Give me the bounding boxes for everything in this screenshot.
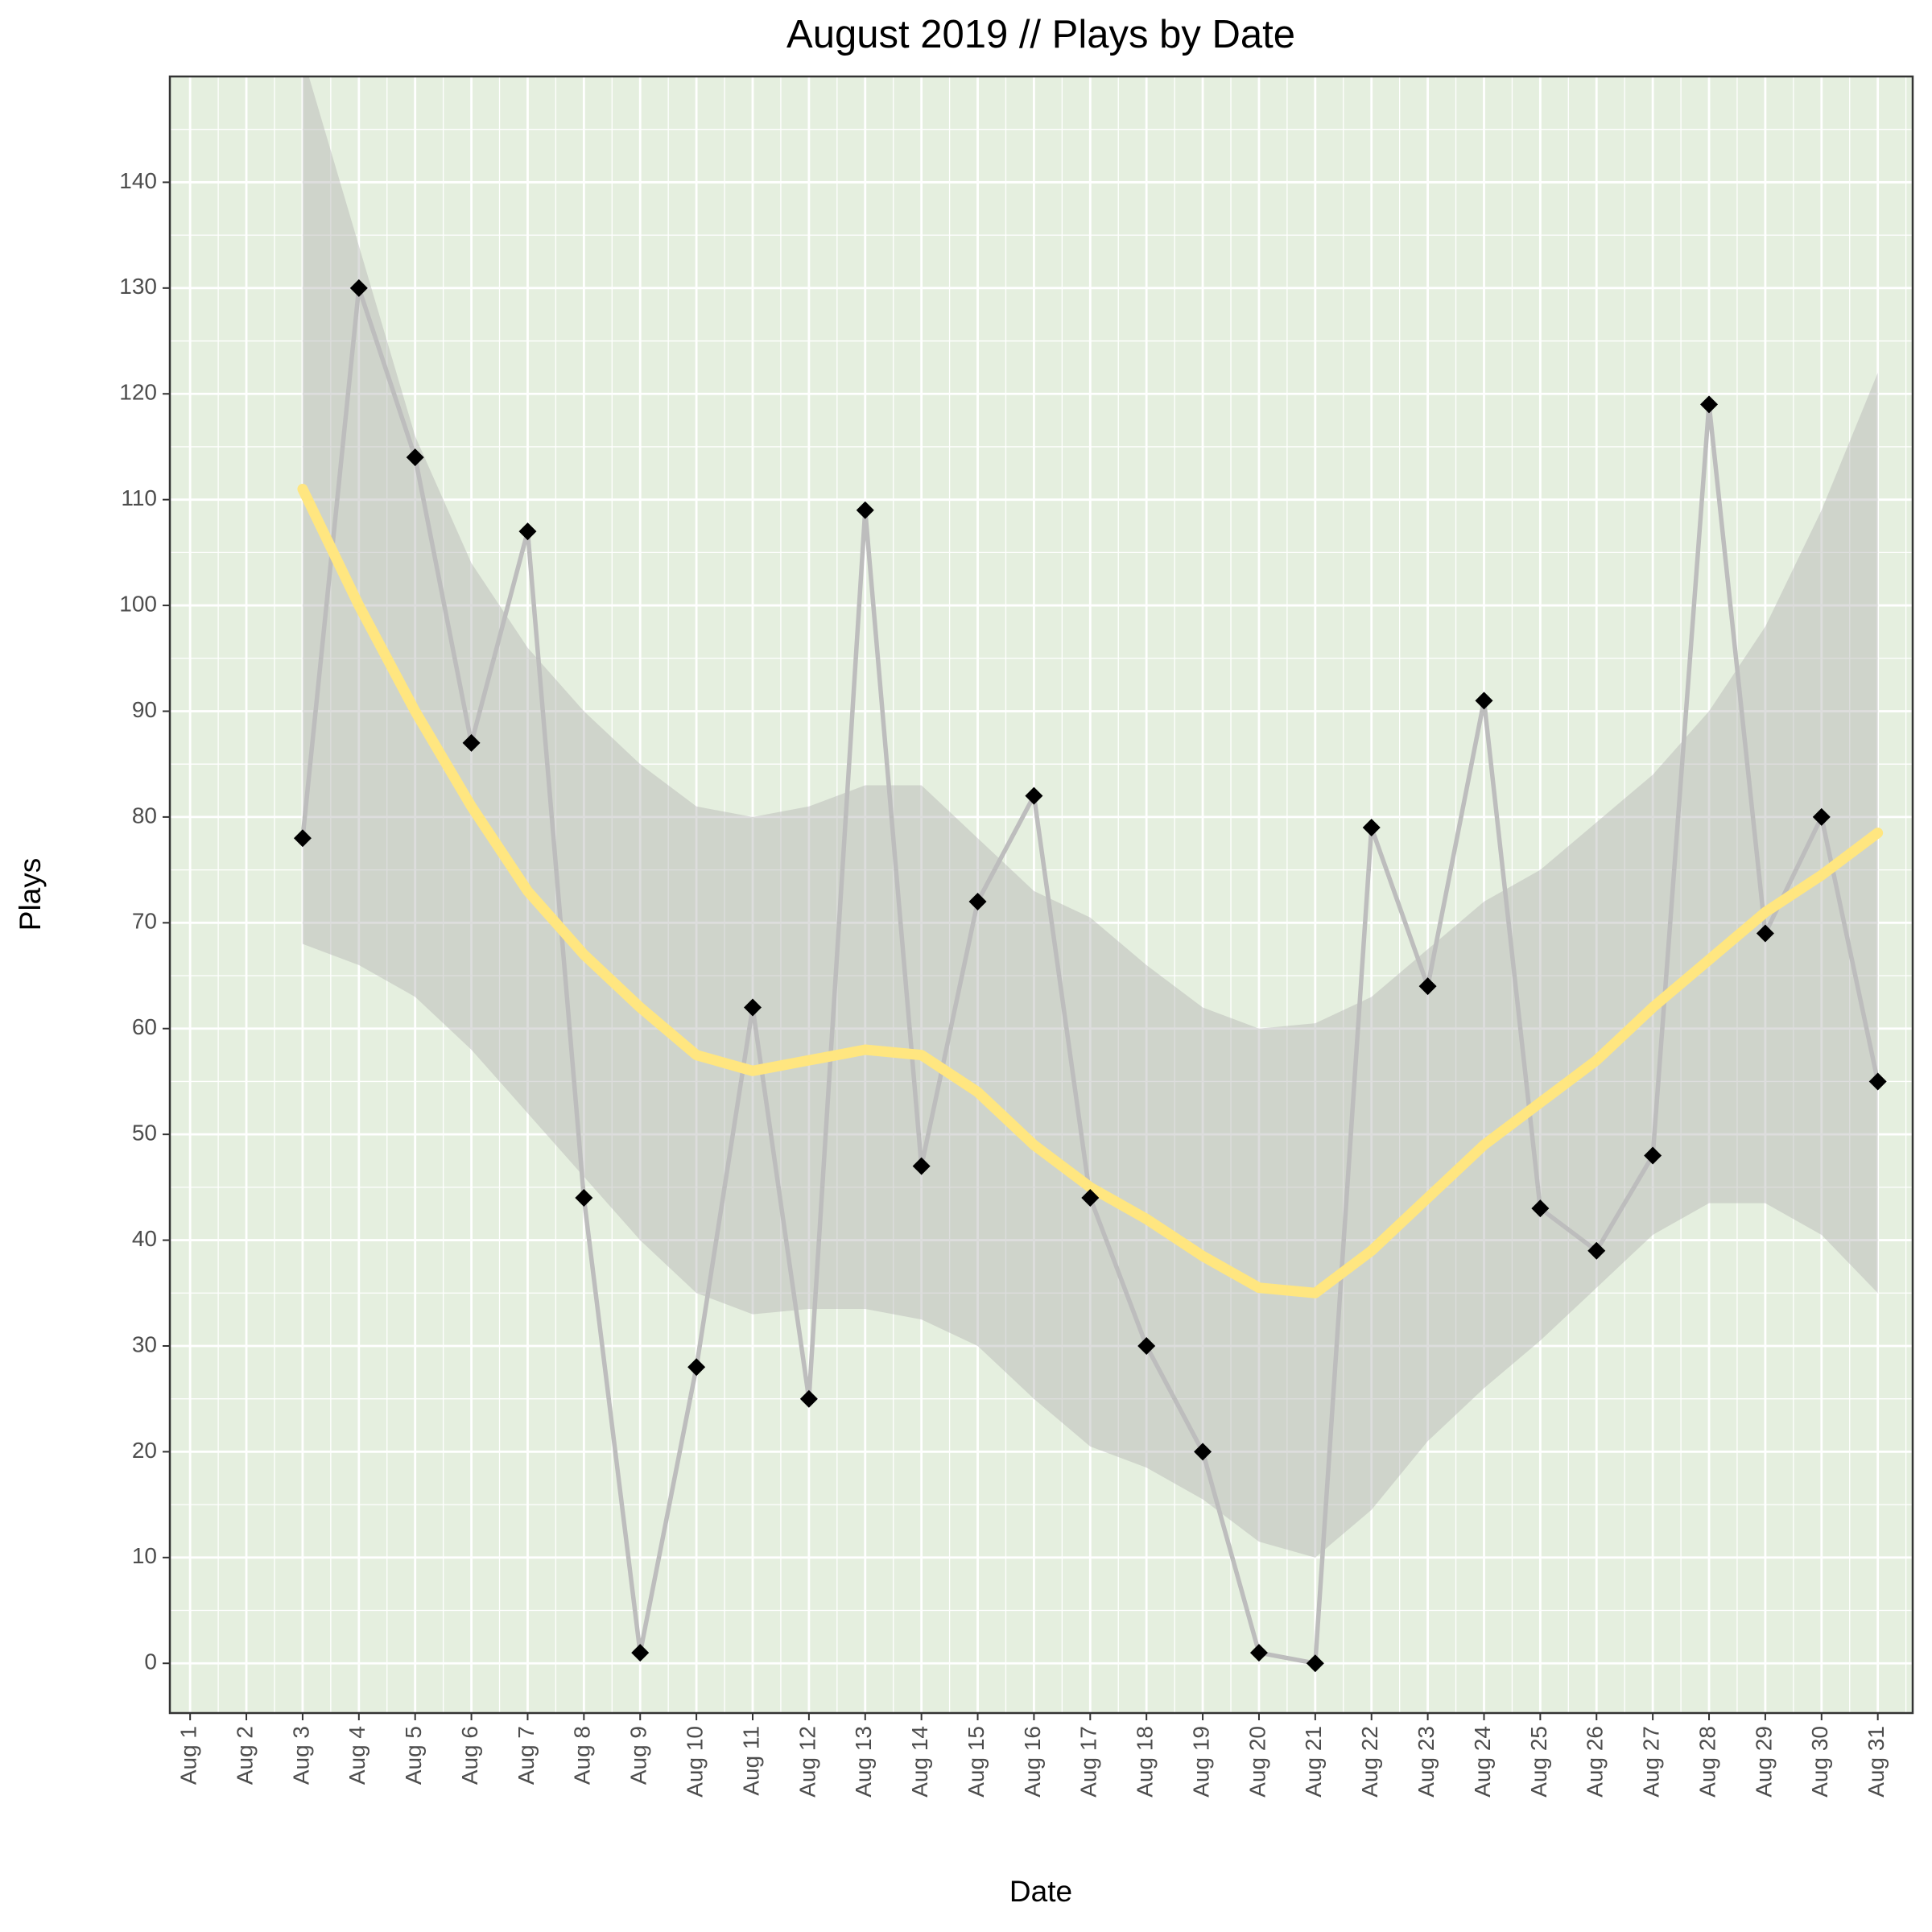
y-tick-label: 50 <box>132 1121 157 1146</box>
x-axis-title: Date <box>1009 1875 1072 1908</box>
x-tick-label: Aug 22 <box>1357 1726 1382 1798</box>
plot-layer <box>293 76 1887 1673</box>
data-point <box>575 1189 593 1208</box>
x-tick-label: Aug 23 <box>1414 1726 1439 1798</box>
x-tick-label: Aug 26 <box>1583 1726 1608 1798</box>
x-tick-label: Aug 6 <box>457 1726 482 1785</box>
data-point <box>1249 1644 1268 1662</box>
x-tick-label: Aug 19 <box>1188 1726 1213 1798</box>
data-point <box>1137 1336 1156 1355</box>
x-tick-label: Aug 24 <box>1470 1726 1495 1798</box>
x-tick-label: Aug 8 <box>570 1726 595 1785</box>
y-tick-label: 130 <box>119 274 157 299</box>
x-tick-label: Aug 17 <box>1076 1726 1101 1798</box>
x-tick-label: Aug 9 <box>626 1726 651 1785</box>
data-point <box>462 733 481 752</box>
smooth-line <box>297 484 1884 1298</box>
data-point <box>1756 924 1774 943</box>
x-tick-label: Aug 11 <box>738 1726 763 1796</box>
y-tick-label: 0 <box>144 1649 157 1674</box>
y-tick-label: 20 <box>132 1438 157 1463</box>
data-point <box>1587 1241 1606 1260</box>
data-point <box>1812 807 1831 826</box>
data-point <box>799 1389 818 1408</box>
y-tick-label: 10 <box>132 1543 157 1568</box>
data-point <box>1025 786 1043 805</box>
x-tick-label: Aug 4 <box>345 1726 369 1785</box>
x-tick-label: Aug 29 <box>1751 1726 1776 1798</box>
y-tick-label: 60 <box>132 1014 157 1039</box>
x-tick-label: Aug 31 <box>1864 1726 1889 1798</box>
plot-border <box>168 75 1914 1715</box>
data-point <box>1475 691 1493 710</box>
data-point <box>1868 1072 1887 1091</box>
data-point <box>856 501 874 519</box>
data-point <box>968 893 987 911</box>
x-tick-label: Aug 21 <box>1301 1726 1326 1798</box>
x-tick-label: Aug 14 <box>907 1726 932 1798</box>
x-tick-label: Aug 3 <box>288 1726 313 1785</box>
y-tick-label: 90 <box>132 697 157 722</box>
y-tick-label: 110 <box>121 485 157 510</box>
data-point <box>743 998 762 1017</box>
y-tick-label: 40 <box>132 1226 157 1251</box>
chart-title: August 2019 // Plays by Date <box>786 13 1295 56</box>
data-point <box>1644 1146 1662 1165</box>
x-tick-label: Aug 12 <box>795 1726 819 1798</box>
x-tick-label: Aug 10 <box>683 1726 708 1798</box>
x-tick-label: Aug 20 <box>1245 1726 1269 1798</box>
x-tick-label: Aug 5 <box>401 1726 426 1785</box>
y-tick-label: 100 <box>119 591 157 616</box>
x-tick-label: Aug 16 <box>1020 1726 1045 1798</box>
x-tick-label: Aug 7 <box>514 1726 539 1785</box>
x-tick-label: Aug 15 <box>964 1726 989 1798</box>
x-tick-label: Aug 18 <box>1133 1726 1158 1798</box>
data-point <box>1418 977 1437 996</box>
x-tick-label: Aug 27 <box>1639 1726 1664 1798</box>
data-point <box>1531 1199 1550 1218</box>
data-point <box>687 1358 706 1377</box>
plot-background <box>170 76 1913 1713</box>
data-point <box>518 522 537 541</box>
x-tick-label: Aug 25 <box>1526 1726 1551 1798</box>
data-point <box>1700 395 1719 414</box>
confidence-band <box>302 76 1878 1558</box>
y-tick-label: 140 <box>119 168 157 193</box>
data-point <box>1362 819 1381 837</box>
y-tick-label: 70 <box>132 909 157 934</box>
data-point <box>349 279 368 297</box>
y-tick-label: 120 <box>119 380 157 405</box>
y-axis-title: Plays <box>14 858 47 931</box>
x-tick-label: Aug 28 <box>1695 1726 1719 1798</box>
data-point <box>1306 1654 1324 1673</box>
y-tick-label: 30 <box>132 1331 157 1356</box>
y-tick-label: 80 <box>132 803 157 828</box>
x-tick-label: Aug 1 <box>176 1726 201 1785</box>
x-tick-label: Aug 2 <box>232 1726 257 1785</box>
data-point <box>406 448 424 467</box>
data-point <box>1081 1189 1100 1208</box>
data-point <box>293 829 312 848</box>
x-tick-label: Aug 30 <box>1807 1726 1832 1798</box>
data-point <box>912 1157 931 1175</box>
data-point <box>631 1644 650 1662</box>
data-point <box>1194 1443 1212 1461</box>
x-tick-label: Aug 13 <box>851 1726 876 1798</box>
